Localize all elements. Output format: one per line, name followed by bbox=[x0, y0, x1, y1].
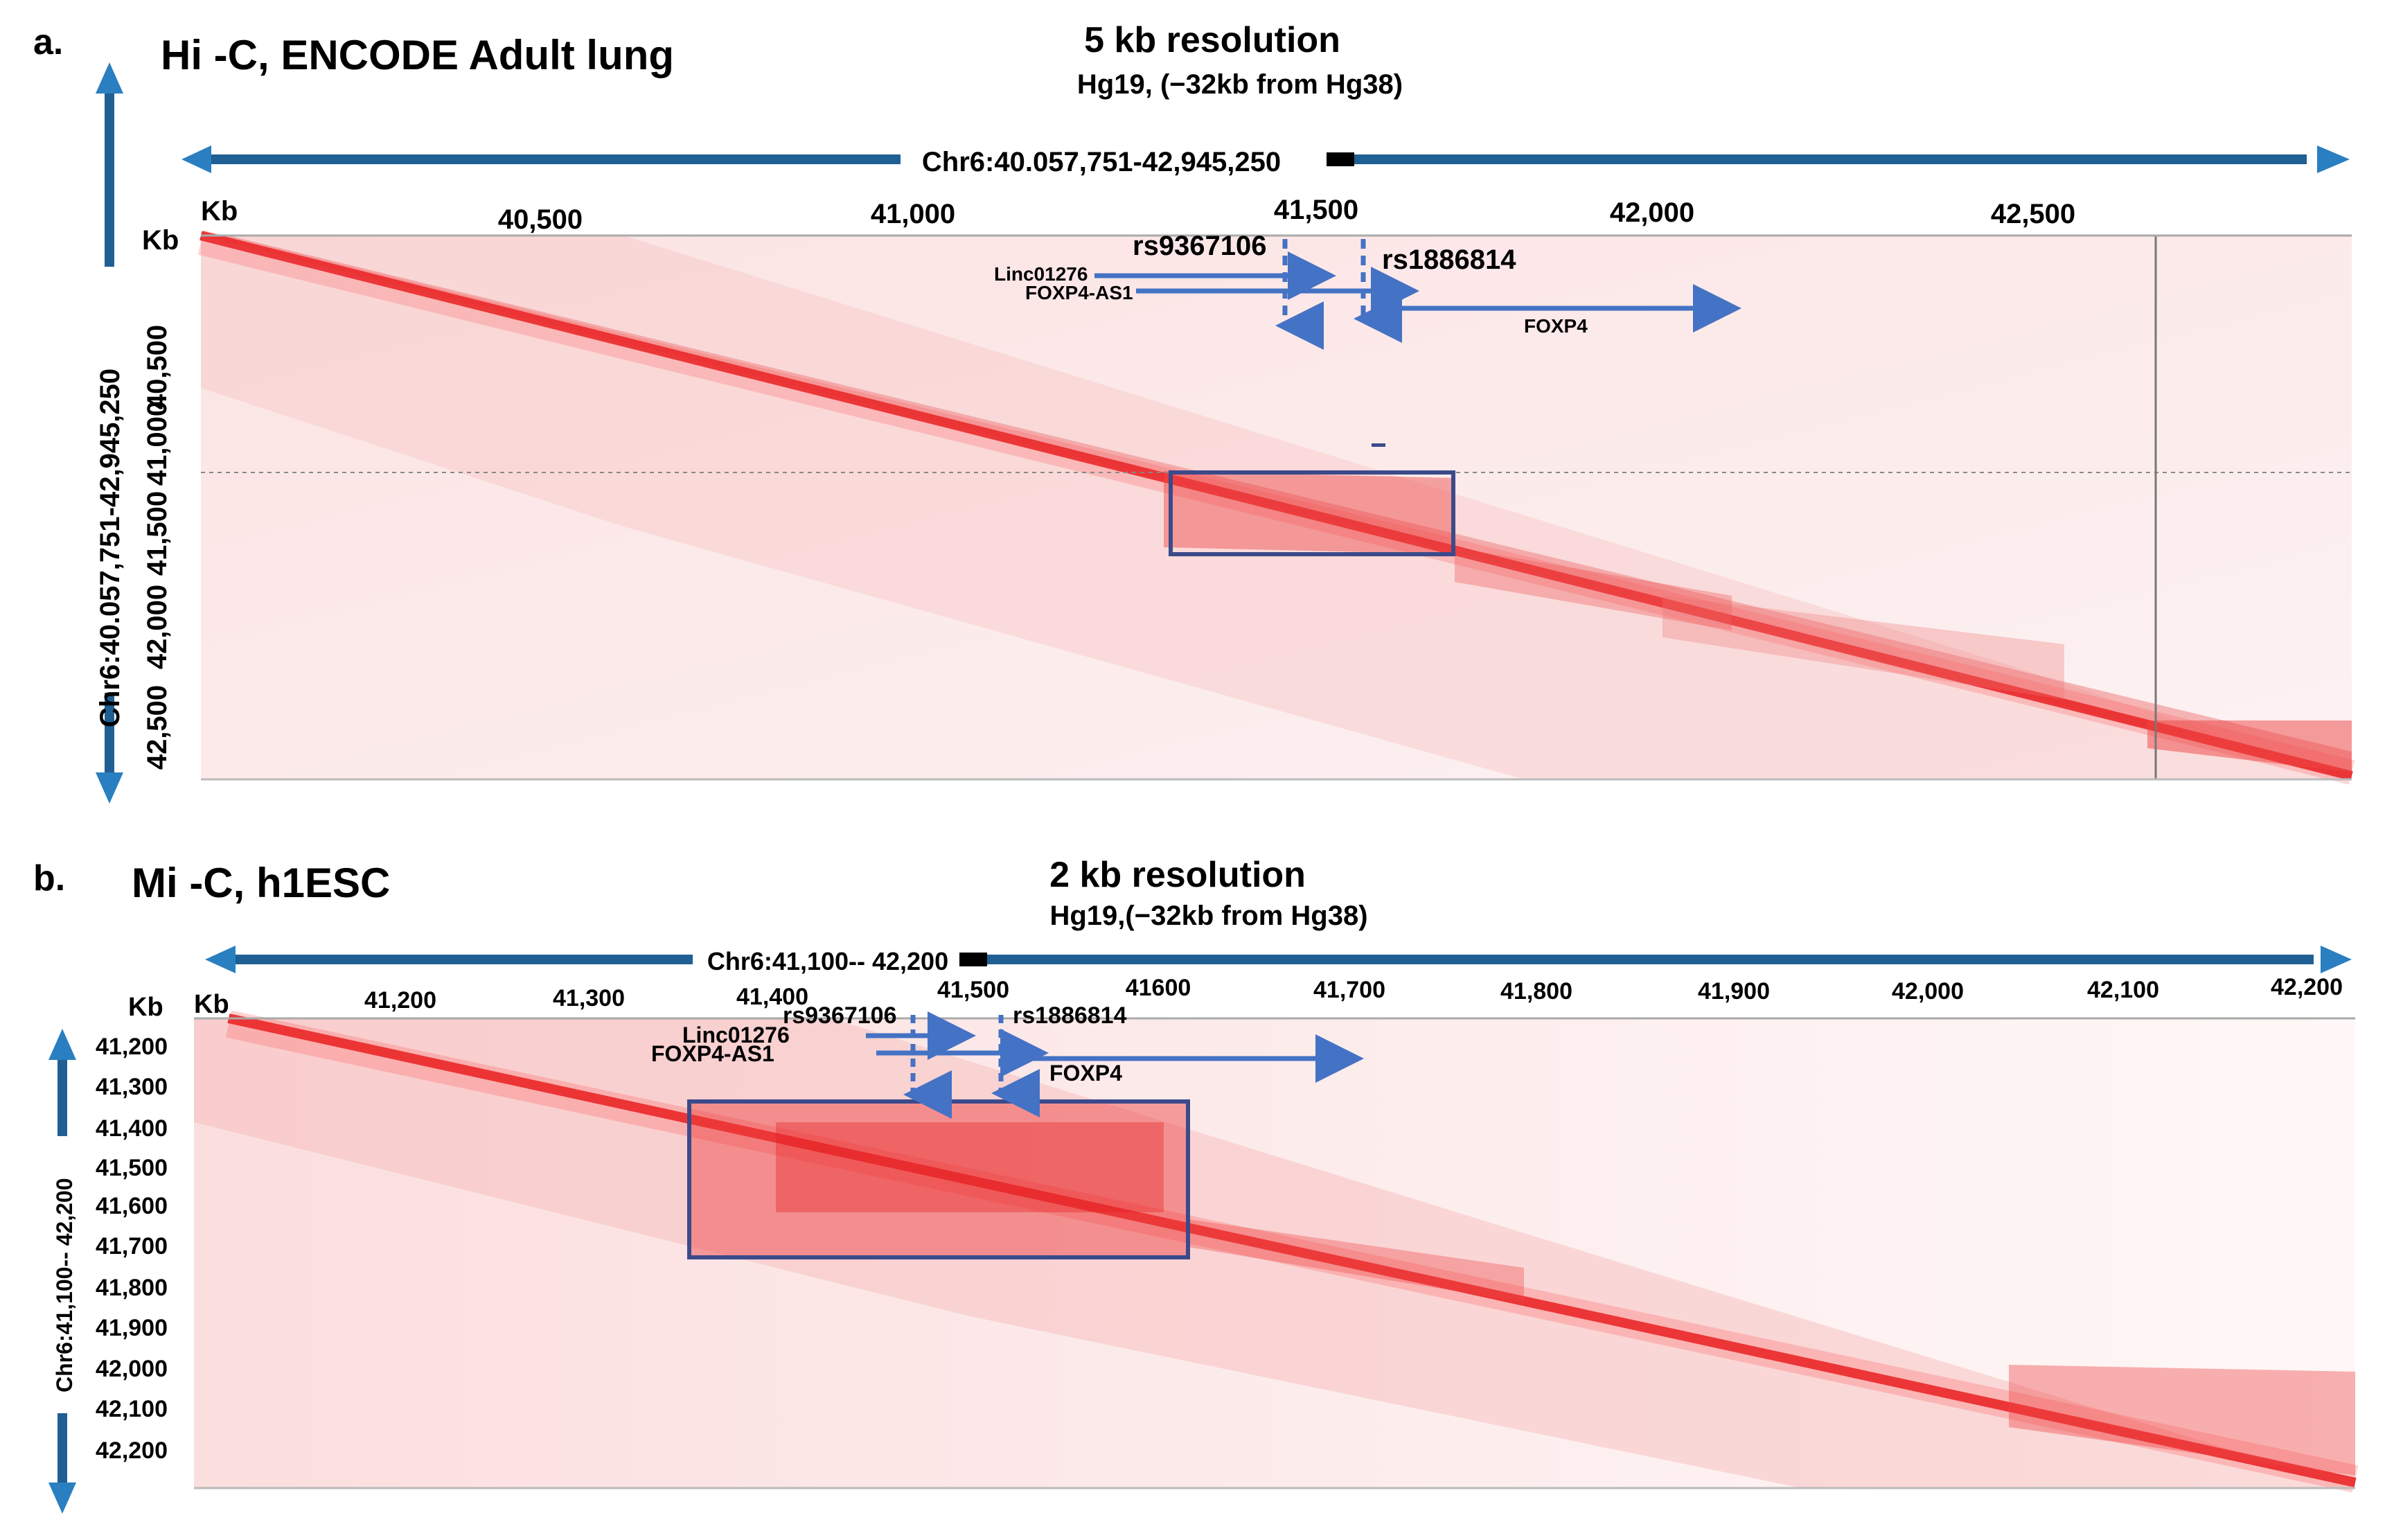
panel-b-x-tick: 41,200 bbox=[364, 987, 436, 1014]
panel-b-kb-label-x: Kb bbox=[194, 990, 229, 1019]
panel-b-y-tick: 42,000 bbox=[96, 1356, 168, 1382]
panel-b-range-arrow bbox=[205, 946, 2352, 973]
panel-a-heatmap bbox=[197, 230, 2355, 785]
panel-a-snp1: rs9367106 bbox=[1133, 231, 1267, 261]
panel-b-vertical-arrow bbox=[48, 1029, 76, 1514]
panel-a-vertical-arrow bbox=[96, 62, 123, 804]
panel-b-y-tick: 41,900 bbox=[96, 1315, 168, 1341]
panel-a-x-tick: 41,000 bbox=[871, 199, 955, 229]
panel-b-gene-foxp4-as1: FOXP4-AS1 bbox=[651, 1041, 774, 1066]
panel-a-tad-box bbox=[1169, 470, 1455, 556]
panel-b-heatmap bbox=[194, 1010, 2359, 1493]
panel-b-assembly: Hg19,(−32kb from Hg38) bbox=[1049, 901, 1367, 931]
panel-a: a. Hi -C, ENCODE Adult lung 5 kb resolut… bbox=[33, 20, 2355, 804]
panel-a-resolution: 5 kb resolution bbox=[1084, 20, 1340, 60]
panel-a-gene-linc01276: Linc01276 bbox=[994, 263, 1088, 285]
panel-a-gene-foxp4-as1: FOXP4-AS1 bbox=[1025, 282, 1133, 303]
panel-b-x-tick: 42,200 bbox=[2271, 974, 2343, 1000]
panel-b-letter: b. bbox=[33, 858, 65, 899]
panel-b-y-tick: 41,600 bbox=[96, 1193, 168, 1219]
panel-a-range-arrow bbox=[181, 145, 2350, 173]
panel-b-y-tick: 41,500 bbox=[96, 1155, 168, 1181]
panel-a-range-label: Chr6:40.057,751-42,945,250 bbox=[922, 147, 1281, 177]
panel-a-title: Hi -C, ENCODE Adult lung bbox=[161, 32, 674, 78]
panel-a-letter: a. bbox=[33, 22, 63, 62]
panel-b-y-tick: 41,400 bbox=[96, 1115, 168, 1142]
panel-a-y-range-label: Chr6:40.057,751-42,945,250 bbox=[95, 369, 125, 727]
panel-b-gene-linc01276: Linc01276 bbox=[682, 1023, 790, 1047]
panel-b-x-tick: 41,800 bbox=[1500, 978, 1572, 1004]
panel-b-x-tick: 42,000 bbox=[1892, 978, 1964, 1004]
panel-b-kb-label-y: Kb bbox=[128, 993, 163, 1022]
panel-b-x-tick: 41,900 bbox=[1698, 978, 1770, 1004]
panel-b-x-tick: 42,100 bbox=[2087, 977, 2159, 1003]
panel-b-title: Mi -C, h1ESC bbox=[132, 860, 390, 906]
panel-a-y-tick: 42,500 bbox=[142, 685, 172, 770]
panel-a-gene-foxp4: FOXP4 bbox=[1524, 315, 1588, 337]
panel-b-snp1: rs9367106 bbox=[783, 1002, 897, 1029]
panel-b-x-tick: 41,300 bbox=[553, 985, 625, 1011]
panel-a-y-tick: 41,500 bbox=[142, 491, 172, 576]
panel-a-kb-label-x: Kb bbox=[201, 196, 238, 227]
panel-a-y-tick: 40,500 bbox=[142, 325, 172, 409]
panel-b-y-tick: 42,100 bbox=[96, 1396, 168, 1422]
panel-a-assembly: Hg19, (−32kb from Hg38) bbox=[1077, 69, 1403, 100]
panel-b-y-tick: 41,300 bbox=[96, 1074, 168, 1100]
panel-b-y-tick: 41,700 bbox=[96, 1233, 168, 1259]
panel-b-y-tick: 41,200 bbox=[96, 1034, 168, 1060]
panel-a-x-tick: 41,500 bbox=[1274, 195, 1358, 225]
panel-a-y-tick: 42,000 bbox=[142, 585, 172, 669]
panel-a-snp2: rs1886814 bbox=[1382, 245, 1516, 275]
panel-b-gene-foxp4: FOXP4 bbox=[1049, 1061, 1122, 1086]
panel-a-kb-label-y: Kb bbox=[142, 225, 179, 256]
panel-b-x-tick: 41,400 bbox=[736, 984, 808, 1010]
panel-a-x-tick: 42,000 bbox=[1610, 197, 1694, 228]
panel-b-range-label: Chr6:41,100-- 42,200 bbox=[707, 947, 948, 975]
panel-a-x-tick: 42,500 bbox=[1991, 199, 2075, 229]
panel-b-resolution: 2 kb resolution bbox=[1049, 855, 1306, 895]
panel-a-x-tick: 40,500 bbox=[498, 204, 583, 235]
panel-b-y-tick: 42,200 bbox=[96, 1437, 168, 1464]
panel-b-x-tick: 41600 bbox=[1126, 975, 1191, 1001]
panel-b-x-tick: 41,700 bbox=[1313, 977, 1385, 1003]
panel-b-snp2: rs1886814 bbox=[1013, 1002, 1127, 1029]
panel-b-y-range-label: Chr6:41,100-- 42,200 bbox=[52, 1178, 77, 1392]
panel-b-y-tick: 41,800 bbox=[96, 1275, 168, 1301]
panel-a-y-tick: 41,000 bbox=[142, 401, 172, 486]
panel-b: b. Mi -C, h1ESC 2 kb resolution Hg19,(−3… bbox=[33, 855, 2359, 1514]
panel-b-x-tick: 41,500 bbox=[937, 977, 1009, 1003]
